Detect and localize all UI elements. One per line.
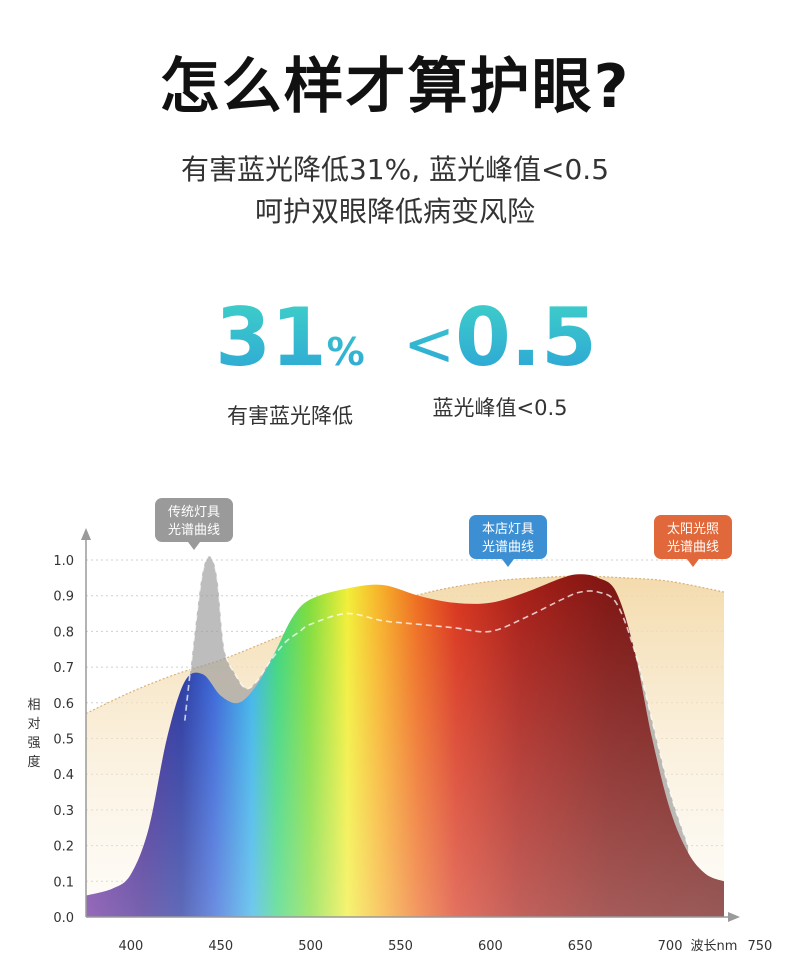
x-tick-label: 550	[388, 939, 413, 954]
sun-spectrum-line	[85, 575, 725, 715]
x-tick-label: 450	[208, 939, 233, 954]
y-tick-label: 0.8	[53, 625, 74, 640]
sun-legend-bubble-pointer	[687, 559, 699, 567]
stat-blue-peak: <0.5 蓝光峰值<0.5	[400, 296, 600, 422]
y-tick-label: 0.1	[53, 875, 74, 890]
y-tick-label: 1.0	[53, 554, 74, 569]
traditional-legend-bubble-text: 光谱曲线	[168, 523, 220, 538]
x-tick-label: 700	[658, 939, 683, 954]
subtitle-line-2: 呵护双眼降低病变风险	[254, 195, 535, 228]
stat-caption: 有害蓝光降低	[227, 404, 353, 428]
store-legend-bubble-text: 光谱曲线	[482, 540, 534, 555]
traditional-legend-bubble-box	[155, 498, 233, 542]
sun-legend-bubble-text: 太阳光照	[667, 522, 719, 537]
y-axis-label: 相对强度	[27, 698, 41, 770]
subtitle-line-1: 有害蓝光降低31%, 蓝光峰值<0.5	[180, 153, 610, 186]
x-tick-label: 650	[568, 939, 593, 954]
traditional-legend-bubble-pointer	[188, 542, 200, 550]
store-legend-bubble-pointer	[502, 559, 514, 567]
stat-value: 31%	[190, 296, 390, 394]
y-axis-arrow-icon	[81, 528, 91, 540]
y-tick-label: 0.7	[53, 661, 74, 676]
y-tick-label: 0.6	[53, 697, 74, 712]
x-tick-label: 750	[748, 939, 773, 954]
store-legend-bubble-box	[469, 515, 547, 559]
spectrum-chart: 0.0 0.1 0.2 0.3 0.4 0.5 0.6 0.7 0.8 0.9 1.0 400 450 5…	[53, 498, 772, 954]
store-legend-bubble-text: 本店灯具	[482, 522, 534, 537]
page-title: 怎么样才算护眼?	[159, 52, 631, 122]
stat-blue-light-reduction: 31% 有害蓝光降低	[190, 296, 390, 430]
sun-legend-bubble-text: 光谱曲线	[667, 540, 719, 555]
x-tick-label: 400	[119, 939, 144, 954]
y-tick-label: 0.0	[53, 911, 74, 926]
stat-value: <0.5	[400, 296, 600, 386]
x-tick-label: 500	[298, 939, 323, 954]
x-tick-label: 600	[478, 939, 503, 954]
y-tick-label: 0.3	[53, 804, 74, 819]
y-tick-label: 0.5	[53, 733, 74, 748]
store-spectrum-highlight	[86, 574, 724, 917]
axes	[81, 528, 740, 922]
stat-caption: 蓝光峰值<0.5	[432, 396, 568, 420]
y-tick-label: 0.4	[53, 768, 74, 783]
y-tick-label: 0.2	[53, 840, 74, 855]
tick-labels: 0.0 0.1 0.2 0.3 0.4 0.5 0.6 0.7 0.8 0.9 1.0 400 450 5…	[53, 554, 772, 954]
x-axis-label: 波长nm	[691, 939, 738, 954]
traditional-legend-bubble-text: 传统灯具	[168, 505, 220, 520]
y-tick-label: 0.9	[53, 590, 74, 605]
sun-legend-bubble-box	[654, 515, 732, 559]
x-axis-arrow-icon	[728, 912, 740, 922]
